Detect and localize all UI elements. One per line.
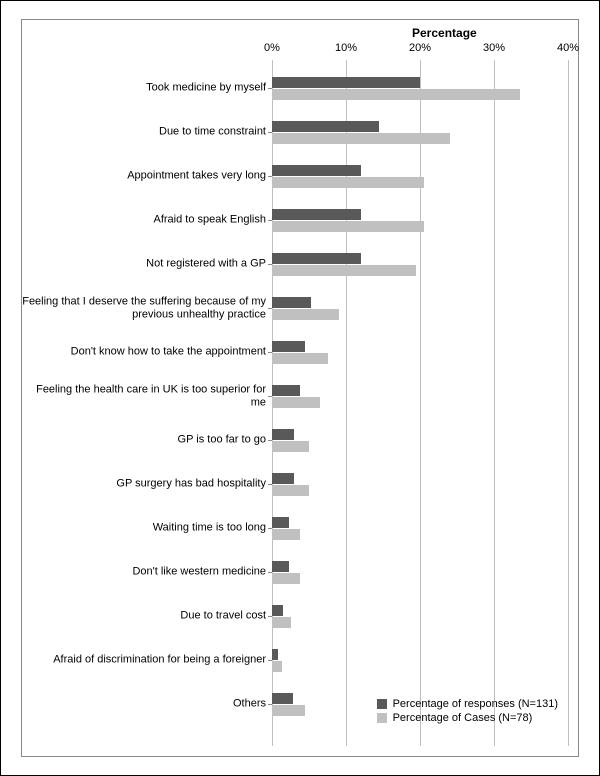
legend-item: Percentage of responses (N=131) — [377, 698, 558, 710]
category-label: Afraid to speak English — [22, 214, 272, 227]
category-row: Due to time constraint — [272, 110, 568, 154]
category-label: Others — [22, 698, 272, 711]
category-row: Afraid to speak English — [272, 198, 568, 242]
legend-swatch — [377, 713, 387, 723]
bar-cases — [272, 617, 291, 628]
category-row: Afraid of discrimination for being a for… — [272, 638, 568, 682]
category-row: Appointment takes very long — [272, 154, 568, 198]
bar-cases — [272, 353, 328, 364]
legend: Percentage of responses (N=131) Percentag… — [377, 696, 558, 726]
category-row: GP is too far to go — [272, 418, 568, 462]
bar-responses — [272, 429, 294, 440]
category-label: Don't like western medicine — [22, 566, 272, 579]
bar-cases — [272, 177, 424, 188]
bar-responses — [272, 341, 305, 352]
legend-swatch — [377, 699, 387, 709]
category-row: Feeling that I deserve the suffering bec… — [272, 286, 568, 330]
bar-responses — [272, 517, 289, 528]
category-row: Not registered with a GP — [272, 242, 568, 286]
category-row: Don't know how to take the appointment — [272, 330, 568, 374]
category-label: Waiting time is too long — [22, 522, 272, 535]
bar-cases — [272, 485, 309, 496]
category-label: Feeling that I deserve the suffering bec… — [22, 295, 272, 320]
bar-responses — [272, 561, 289, 572]
category-label: Don't know how to take the appointment — [22, 346, 272, 359]
category-label: Afraid of discrimination for being a for… — [22, 654, 272, 667]
bar-cases — [272, 221, 424, 232]
x-tick-label: 40% — [557, 42, 579, 54]
bar-responses — [272, 209, 361, 220]
plot-area: 0%10%20%30%40%Took medicine by myselfDue… — [272, 60, 568, 746]
gridline — [568, 60, 569, 746]
bar-responses — [272, 605, 283, 616]
x-tick-label: 30% — [483, 42, 505, 54]
x-axis-title: Percentage — [412, 26, 477, 40]
category-label: Feeling the health care in UK is too sup… — [22, 383, 272, 408]
category-row: Don't like western medicine — [272, 550, 568, 594]
category-label: Not registered with a GP — [22, 258, 272, 271]
bar-cases — [272, 705, 305, 716]
bar-cases — [272, 397, 320, 408]
category-label: Due to travel cost — [22, 610, 272, 623]
bar-responses — [272, 693, 293, 704]
category-label: GP is too far to go — [22, 434, 272, 447]
bar-cases — [272, 89, 520, 100]
bar-cases — [272, 441, 309, 452]
category-row: Took medicine by myself — [272, 66, 568, 110]
bar-cases — [272, 265, 416, 276]
legend-item: Percentage of Cases (N=78) — [377, 712, 558, 724]
chart-frame: Percentage 0%10%20%30%40%Took medicine b… — [0, 0, 600, 776]
chart-inner-frame: Percentage 0%10%20%30%40%Took medicine b… — [21, 19, 579, 757]
bar-responses — [272, 649, 278, 660]
category-label: Took medicine by myself — [22, 82, 272, 95]
bar-cases — [272, 573, 300, 584]
category-row: Due to travel cost — [272, 594, 568, 638]
category-label: Due to time constraint — [22, 126, 272, 139]
bar-responses — [272, 121, 379, 132]
bar-responses — [272, 77, 420, 88]
x-tick-label: 20% — [409, 42, 431, 54]
bar-cases — [272, 309, 339, 320]
x-tick-label: 0% — [264, 42, 280, 54]
category-row: Feeling the health care in UK is too sup… — [272, 374, 568, 418]
bar-responses — [272, 165, 361, 176]
bar-responses — [272, 297, 311, 308]
category-label: GP surgery has bad hospitality — [22, 478, 272, 491]
bar-responses — [272, 473, 294, 484]
legend-label: Percentage of Cases (N=78) — [393, 712, 533, 724]
bar-responses — [272, 385, 300, 396]
category-row: GP surgery has bad hospitality — [272, 462, 568, 506]
x-tick-label: 10% — [335, 42, 357, 54]
category-label: Appointment takes very long — [22, 170, 272, 183]
bar-cases — [272, 529, 300, 540]
category-row: Waiting time is too long — [272, 506, 568, 550]
bar-responses — [272, 253, 361, 264]
bar-cases — [272, 133, 450, 144]
legend-label: Percentage of responses (N=131) — [393, 698, 558, 710]
bar-cases — [272, 661, 282, 672]
